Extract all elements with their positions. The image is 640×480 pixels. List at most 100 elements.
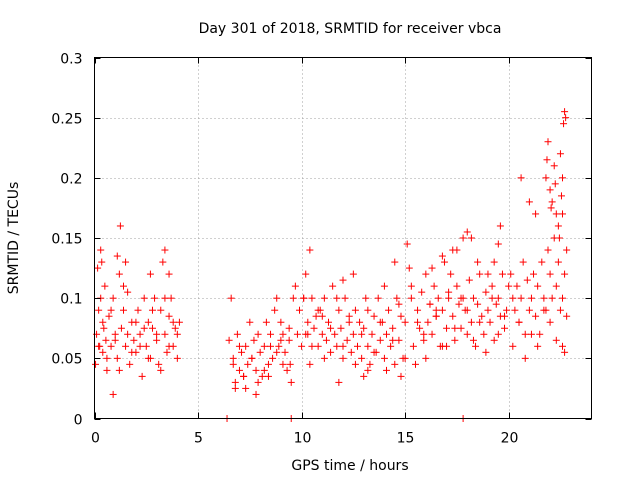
data-point <box>511 306 519 314</box>
data-point <box>561 348 569 356</box>
data-point <box>116 222 124 230</box>
data-point <box>267 342 275 350</box>
data-point <box>167 294 175 302</box>
data-point <box>308 294 316 302</box>
data-point <box>279 330 287 338</box>
data-point <box>279 360 287 368</box>
data-point <box>534 342 542 350</box>
data-point <box>525 198 533 206</box>
data-point <box>370 312 378 320</box>
data-point <box>165 342 173 350</box>
data-point <box>136 330 144 338</box>
data-point <box>546 318 554 326</box>
data-point <box>258 372 266 380</box>
data-point <box>360 324 368 332</box>
data-point <box>95 306 103 314</box>
data-point <box>364 306 372 314</box>
data-point <box>501 312 509 320</box>
data-point <box>438 252 446 260</box>
data-point <box>171 324 179 332</box>
data-point <box>285 324 293 332</box>
data-point <box>474 258 482 266</box>
data-point <box>229 360 237 368</box>
data-point <box>271 306 279 314</box>
data-point <box>345 312 353 320</box>
data-point <box>126 360 134 368</box>
data-point <box>111 336 119 344</box>
data-point <box>333 342 341 350</box>
data-point <box>521 354 529 362</box>
data-point <box>414 306 422 314</box>
data-point <box>432 306 440 314</box>
data-point <box>256 348 264 356</box>
data-point <box>113 354 121 362</box>
y-tick-label: 0 <box>74 413 83 429</box>
data-point <box>467 318 475 326</box>
data-point <box>140 324 148 332</box>
data-point <box>318 330 326 338</box>
data-point <box>368 330 376 338</box>
data-point <box>474 300 482 308</box>
data-point <box>285 336 293 344</box>
data-point <box>157 366 165 374</box>
data-point <box>148 324 156 332</box>
data-point <box>463 228 471 236</box>
data-point <box>140 294 148 302</box>
data-point <box>426 300 434 308</box>
data-point <box>159 258 167 266</box>
data-point <box>238 348 246 356</box>
data-point <box>275 342 283 350</box>
data-point <box>380 354 388 362</box>
data-point <box>496 222 504 230</box>
data-point <box>559 174 567 182</box>
data-point <box>521 330 529 338</box>
data-point <box>407 282 415 290</box>
data-point <box>92 360 100 368</box>
y-tick-label: 0.15 <box>51 232 82 248</box>
data-point <box>165 270 173 278</box>
data-point <box>287 378 295 386</box>
data-point <box>443 342 451 350</box>
data-point <box>155 360 163 368</box>
data-point <box>246 318 254 326</box>
data-point <box>144 354 152 362</box>
data-point <box>115 366 123 374</box>
data-point <box>407 294 415 302</box>
data-point <box>532 210 540 218</box>
data-point <box>122 258 130 266</box>
data-point <box>339 342 347 350</box>
data-point <box>416 324 424 332</box>
data-point <box>242 384 250 392</box>
data-point <box>422 270 430 278</box>
data-point <box>308 342 316 350</box>
data-point <box>389 336 397 344</box>
data-point <box>556 150 564 158</box>
data-point <box>333 294 341 302</box>
data-point <box>449 246 457 254</box>
data-point <box>229 354 237 362</box>
data-point <box>538 258 546 266</box>
data-point <box>107 306 115 314</box>
data-point <box>366 360 374 368</box>
data-point <box>343 336 351 344</box>
data-point <box>109 390 117 398</box>
data-point <box>498 270 506 278</box>
data-point <box>374 294 382 302</box>
data-point <box>260 342 268 350</box>
data-point <box>488 282 496 290</box>
data-point <box>122 342 130 350</box>
data-point <box>227 294 235 302</box>
data-point <box>476 270 484 278</box>
data-point <box>111 330 119 338</box>
y-tick-label: 0.3 <box>60 52 82 68</box>
y-tick-label: 0.25 <box>51 112 82 128</box>
data-point <box>281 348 289 356</box>
data-point <box>457 294 465 302</box>
data-point <box>451 336 459 344</box>
data-point <box>254 378 262 386</box>
data-point <box>318 312 326 320</box>
data-point <box>559 210 567 218</box>
data-point <box>397 372 405 380</box>
data-point <box>358 330 366 338</box>
data-point <box>351 306 359 314</box>
